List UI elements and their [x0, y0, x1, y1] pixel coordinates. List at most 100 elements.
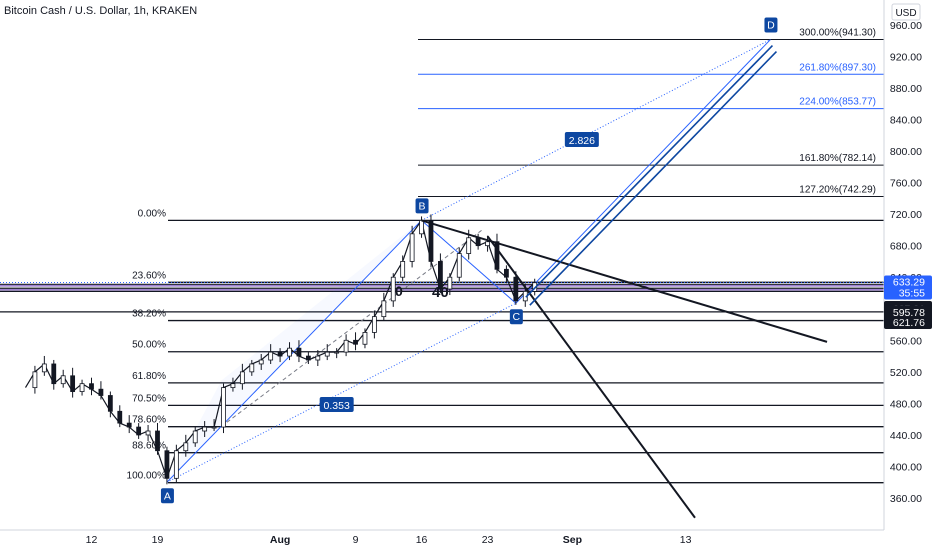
candle-body	[126, 422, 132, 428]
x-tick-label: Aug	[270, 534, 290, 546]
candle-body	[164, 450, 170, 479]
fib-level-label: 38.20%	[132, 309, 166, 320]
fib-level-label: 100.00%	[127, 471, 167, 482]
last-price-countdown: 35:55	[899, 287, 925, 299]
candle-body	[173, 450, 179, 479]
candle-body	[475, 237, 481, 247]
y-tick-label: 400.00	[890, 462, 922, 474]
candle-body	[485, 241, 490, 247]
fib-level-label: 23.60%	[132, 270, 166, 281]
pattern-point-marker	[415, 198, 429, 214]
x-tick-label: 23	[482, 534, 494, 546]
trendlines-layer	[421, 44, 828, 519]
trendline	[486, 235, 696, 519]
x-tick-label: 19	[152, 534, 164, 546]
fib-extension-layer: 300.00%(941.30) 261.80%(897.30) 224.00%(85…	[418, 28, 884, 198]
candle-body	[155, 430, 160, 452]
projection-line	[529, 50, 778, 306]
y-tick-label: 360.00	[890, 493, 922, 505]
y-tick-label: 960.00	[890, 20, 922, 32]
x-tick-label: 16	[416, 534, 428, 546]
fib-level-label: 50.00%	[132, 340, 166, 351]
price-axis-bg	[884, 0, 932, 550]
candle-body	[504, 268, 509, 278]
y-tick-label: 800.00	[890, 146, 922, 158]
y-tick-label: 720.00	[890, 209, 922, 221]
candle-body	[136, 426, 142, 436]
candle-body	[437, 261, 443, 290]
price-badge-value: 621.76	[893, 317, 925, 329]
candle-body	[268, 351, 274, 361]
candle-body	[79, 383, 85, 392]
x-tick-label: 13	[680, 534, 692, 546]
x-tick-label: Sep	[563, 534, 582, 546]
candle-body	[70, 375, 76, 392]
candle-body	[494, 241, 500, 270]
y-tick-label: 840.00	[890, 114, 922, 126]
pattern-markers-layer: A B C D 0 40	[160, 17, 778, 504]
fib-extension-label: 300.00%(941.30)	[799, 28, 876, 39]
candle-body	[202, 426, 208, 432]
price-badge	[884, 305, 932, 320]
candle-body	[60, 375, 66, 385]
candle-body	[258, 359, 264, 365]
ratio-badge-label: 2.826	[569, 135, 595, 147]
candle-body	[513, 276, 519, 302]
fib-extension-label: 161.80%(782.14)	[799, 153, 876, 164]
pattern-point-label: B	[419, 200, 426, 212]
y-tick-label: 560.00	[890, 335, 922, 347]
pattern-ratio-bd	[421, 39, 771, 221]
candle-body	[192, 430, 198, 444]
candle-body	[89, 383, 94, 390]
candle-body	[456, 253, 462, 278]
candle-body	[211, 426, 217, 429]
candle-body	[343, 339, 349, 353]
candle-body	[145, 430, 151, 436]
y-tick-label: 480.00	[890, 398, 922, 410]
pattern-point-marker	[509, 309, 523, 325]
candle-body	[287, 347, 292, 357]
candle-body	[221, 387, 226, 428]
fib-extension-label: 224.00%(853.77)	[799, 97, 876, 108]
candle-body	[419, 220, 424, 235]
candle-body	[277, 351, 283, 357]
pattern-dashed-guide	[226, 230, 482, 423]
candle-body	[230, 383, 236, 389]
y-tick-label: 440.00	[890, 430, 922, 442]
price-badge-value: 595.78	[893, 307, 925, 319]
candle-body	[296, 347, 302, 357]
candle-body	[390, 276, 396, 302]
pattern-point-marker	[160, 488, 174, 504]
candle-body	[353, 339, 358, 345]
candle-body	[107, 395, 113, 412]
candle-body	[239, 371, 245, 385]
pattern-leg-bc	[421, 220, 517, 304]
fib-level-label: 88.60%	[132, 441, 166, 452]
last-price-value: 633.29	[893, 276, 925, 288]
abcd-pattern-layer: 0.353 2.826	[166, 39, 771, 483]
candle-body	[371, 316, 377, 333]
y-tick-label: 520.00	[890, 367, 922, 379]
currency-badge	[891, 3, 921, 21]
fib-level-label: 61.80%	[132, 371, 166, 382]
fib-extension-label: 127.20%(742.29)	[799, 185, 876, 196]
ratio-badge	[319, 396, 354, 412]
candle-body	[381, 300, 387, 318]
fib-level-label: 78.60%	[132, 415, 166, 426]
currency-badge-label: USD	[895, 8, 916, 19]
price-series-layer	[24, 214, 538, 485]
pattern-point-label: C	[513, 311, 521, 323]
candle-body	[362, 332, 368, 345]
chart-title: Bitcoin Cash / U.S. Dollar, 1h, KRAKEN	[4, 5, 198, 17]
x-tick-label: 9	[353, 534, 359, 546]
y-tick-label: 680.00	[890, 241, 922, 253]
fib-level-label: 70.50%	[132, 393, 166, 404]
y-tick-label: 760.00	[890, 178, 922, 190]
ratio-badge	[564, 131, 599, 147]
candle-body	[305, 355, 311, 361]
pattern-point-label: D	[767, 20, 775, 32]
pattern-point-marker	[764, 17, 778, 33]
